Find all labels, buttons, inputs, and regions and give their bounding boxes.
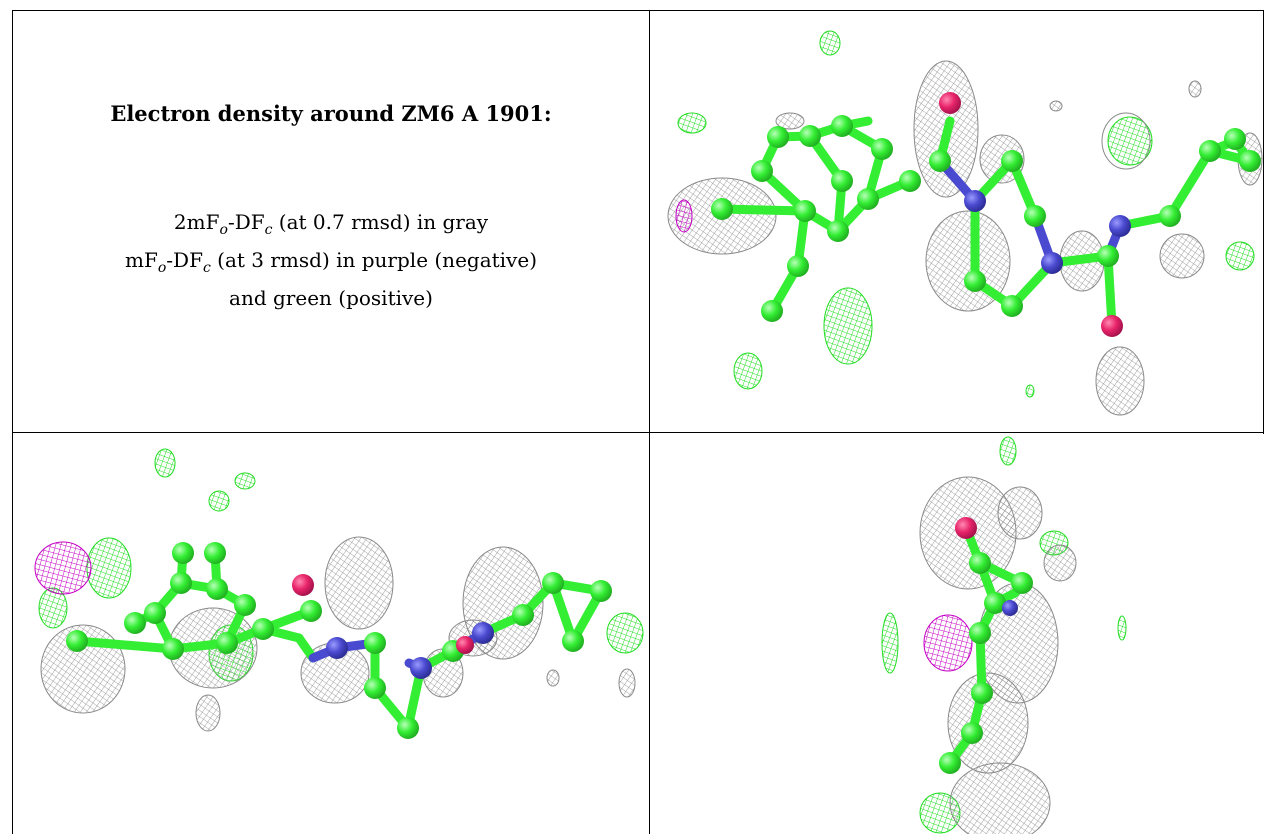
density-render-bottom-left [34,448,644,739]
table-left-border [12,10,13,834]
legend-line-fofc: mFo-DFc (at 3 rmsd) in purple (negative) [125,248,537,276]
figure-table: Electron density around ZM6 A 1901: 2mFo… [12,10,1264,834]
caption-cell: Electron density around ZM6 A 1901: 2mFo… [13,11,649,432]
table-top-border [12,10,1264,11]
view-top-right [650,11,1263,432]
table-middle-border [12,432,1264,433]
density-legend: 2mFo-DFc (at 0.7 rmsd) in gray mFo-DFc (… [13,207,649,313]
table-center-border [649,10,650,834]
density-render-top-right [667,30,1263,416]
legend-line-2fofc: 2mFo-DFc (at 0.7 rmsd) in gray [173,210,489,238]
view-bottom-right [650,433,1264,834]
figure-title: Electron density around ZM6 A 1901: [110,101,552,126]
density-render-bottom-right [881,436,1127,834]
view-bottom-left [13,433,649,834]
legend-line-colors: and green (positive) [229,286,433,310]
table-right-border [1263,10,1264,434]
